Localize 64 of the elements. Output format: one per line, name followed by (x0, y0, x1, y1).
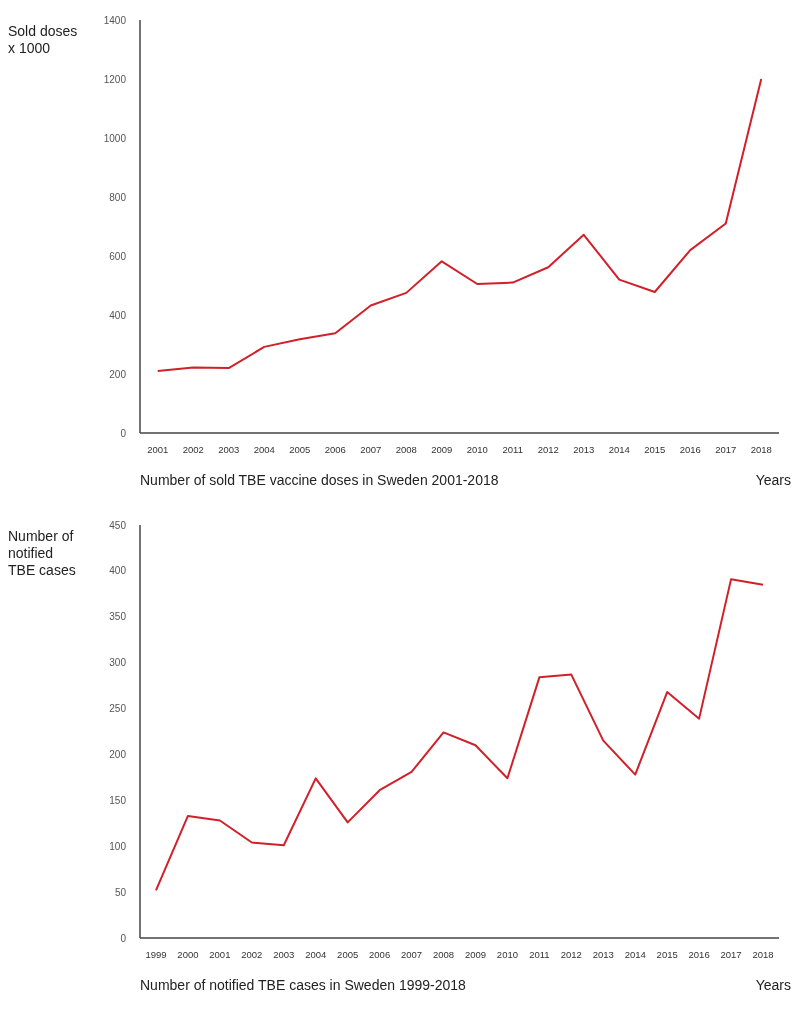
x-tick-label: 2005 (337, 949, 359, 960)
y-tick-label: 400 (109, 309, 127, 321)
x-tick-label: 2005 (289, 444, 311, 455)
x-tick-label: 2001 (147, 444, 169, 455)
x-tick-label: 2015 (656, 949, 678, 960)
y-tick-label: 800 (109, 191, 127, 203)
x-tick-label: 2011 (502, 444, 523, 455)
x-tick-label: 2002 (241, 949, 263, 960)
line-series (156, 78, 763, 373)
y-tick-label: 200 (109, 368, 127, 380)
x-tick-label: 1999 (145, 949, 167, 960)
x-tick-label: 2014 (608, 444, 630, 455)
y-tick-label: 300 (109, 657, 127, 669)
x-tick-label: 2009 (464, 949, 487, 960)
x-tick-label: 2000 (177, 949, 199, 960)
x-tick-label: 2017 (720, 949, 742, 960)
x-tick-label: 2014 (624, 949, 646, 960)
x-tick-label: 2015 (644, 444, 666, 455)
x-tick-label: 2010 (496, 949, 518, 960)
y-tick-label: 250 (109, 703, 127, 715)
x-tick-label: 2003 (273, 949, 295, 960)
y-tick-label: 1400 (103, 14, 127, 26)
x-tick-label: 2016 (679, 444, 701, 455)
y-tick-label: 150 (109, 794, 127, 806)
x-tick-label: 2016 (688, 949, 710, 960)
x-tick-label: 2009 (431, 444, 453, 455)
y-tick-label: 1000 (103, 132, 127, 144)
x-tick-label: 2003 (218, 444, 240, 455)
y-tick-label: 400 (109, 565, 127, 577)
text: Number of sold TBE vaccine doses in Sweden 2001-2018 (140, 472, 499, 488)
line-series (154, 578, 765, 892)
y-tick-label: 1200 (103, 73, 127, 85)
x-tick-label: 2013 (573, 444, 595, 455)
x-tick-label: 2004 (253, 444, 275, 455)
y-axis-title: Sold doses x 1000 (8, 23, 78, 56)
x-tick-label: 2018 (750, 444, 772, 455)
x-tick-label: 2006 (324, 444, 346, 455)
y-tick-label: 100 (109, 840, 127, 852)
x-tick-label: 2004 (305, 949, 327, 960)
x-tick-label: 2008 (432, 949, 455, 960)
y-tick-label: 600 (109, 250, 127, 262)
x-axis-title: Years (755, 472, 791, 488)
x-tick-label: 2002 (182, 444, 204, 455)
x-tick-label: 2017 (715, 444, 737, 455)
x-tick-label: 2011 (529, 949, 550, 960)
y-axis-title: Number of notified TBE cases (8, 528, 76, 578)
x-tick-label: 2006 (369, 949, 391, 960)
x-tick-label: 2013 (592, 949, 614, 960)
y-tick-label: 450 (109, 519, 127, 531)
x-tick-label: 2012 (560, 949, 582, 960)
x-tick-label: 2008 (395, 444, 417, 455)
y-tick-label: 50 (114, 886, 127, 898)
x-tick-label: 2012 (537, 444, 559, 455)
x-tick-label: 2010 (466, 444, 488, 455)
x-tick-label: 2018 (752, 949, 774, 960)
x-tick-label: 2007 (401, 949, 423, 960)
y-tick-label: 0 (120, 932, 127, 944)
x-tick-label: 2001 (209, 949, 231, 960)
y-tick-label: 200 (109, 748, 127, 760)
x-axis-title: Years (755, 977, 791, 993)
y-tick-label: 350 (109, 611, 127, 623)
text: Number of notified TBE cases in Sweden 1999-2018 (140, 977, 467, 993)
y-tick-label: 0 (120, 427, 127, 439)
x-tick-label: 2007 (360, 444, 382, 455)
